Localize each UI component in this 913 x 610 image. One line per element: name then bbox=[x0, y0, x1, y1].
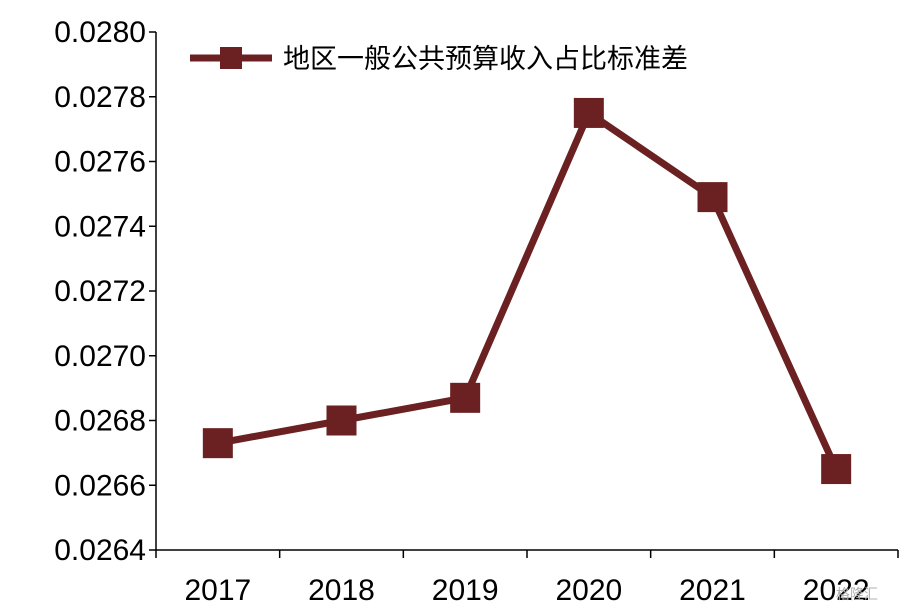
watermark: 格隆汇 bbox=[836, 587, 878, 603]
series-line bbox=[217, 109, 840, 471]
data-point-marker bbox=[821, 454, 852, 485]
data-point-marker bbox=[573, 97, 604, 128]
y-tick-label: 0.0270 bbox=[54, 340, 146, 373]
x-tick-label: 2018 bbox=[308, 574, 375, 607]
legend: 地区一般公共预算收入占比标准差 bbox=[190, 44, 688, 75]
axes bbox=[155, 32, 898, 551]
x-ticks: 2017 2018 2019 2020 2021 2022 bbox=[155, 550, 899, 607]
y-tick-label: 0.0280 bbox=[54, 16, 146, 49]
legend-label: 地区一般公共预算收入占比标准差 bbox=[283, 44, 688, 75]
y-tick-label: 0.0276 bbox=[54, 146, 146, 179]
y-tick-label: 0.0266 bbox=[54, 469, 146, 502]
data-point-marker bbox=[697, 182, 728, 213]
x-tick-label: 2019 bbox=[432, 574, 499, 607]
y-ticks: 0.0264 0.0266 0.0268 0.0270 0.0272 0.0274 0.02… bbox=[54, 16, 156, 567]
x-tick-label: 2022 bbox=[803, 574, 870, 607]
data-point-marker bbox=[450, 382, 481, 413]
legend-marker-swatch bbox=[220, 47, 242, 69]
series-layer bbox=[202, 97, 852, 485]
x-tick-label: 2021 bbox=[679, 574, 746, 607]
data-point-marker bbox=[326, 405, 357, 436]
y-tick-label: 0.0268 bbox=[54, 405, 146, 438]
y-tick-label: 0.0264 bbox=[54, 534, 146, 567]
y-tick-label: 0.0278 bbox=[54, 81, 146, 114]
x-tick-label: 2020 bbox=[555, 574, 622, 607]
x-tick-label: 2017 bbox=[184, 574, 251, 607]
data-point-marker bbox=[202, 428, 233, 459]
y-tick-label: 0.0272 bbox=[54, 275, 146, 308]
y-tick-label: 0.0274 bbox=[54, 210, 146, 243]
